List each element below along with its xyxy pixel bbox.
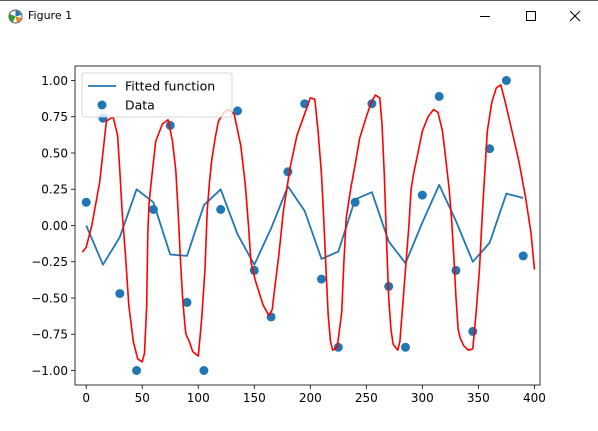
data-point	[283, 167, 293, 177]
data-point	[350, 197, 360, 207]
legend-label-data: Data	[125, 98, 155, 113]
legend-marker-swatch	[97, 100, 107, 110]
y-tick-label: 0.75	[41, 110, 68, 124]
x-tick-label: 100	[187, 391, 210, 405]
data-point	[81, 197, 91, 207]
close-icon	[570, 11, 581, 22]
legend-label-fitted: Fitted function	[125, 79, 215, 94]
y-tick-label: 0.00	[41, 219, 68, 233]
x-tick-label: 350	[467, 391, 490, 405]
plot-area: 0 50 100 150 200 250 300 350 400 −1.00 −0.75 −0.50 −…	[31, 65, 546, 405]
data-point	[199, 366, 209, 375]
y-tick-label: −0.50	[31, 291, 68, 305]
title-bar[interactable]: Figure 1	[0, 0, 598, 31]
data-point	[451, 265, 461, 275]
data-point	[501, 76, 511, 85]
maximize-icon	[526, 11, 536, 21]
data-point	[333, 342, 343, 352]
x-tick-label: 300	[411, 391, 434, 405]
data-point	[317, 274, 326, 284]
series-layer	[81, 76, 536, 375]
data-point	[132, 366, 142, 375]
window-title: Figure 1	[28, 9, 73, 22]
y-tick-label: 0.50	[41, 146, 68, 160]
data-point	[401, 342, 410, 352]
minimize-button[interactable]	[462, 1, 508, 31]
close-button[interactable]	[552, 1, 598, 31]
y-tick-label: 1.00	[41, 74, 68, 88]
data-point	[468, 326, 478, 336]
data-point	[518, 251, 528, 261]
y-tick-label: 0.25	[41, 183, 68, 197]
x-tick-label: 150	[243, 391, 266, 405]
legend-box	[81, 72, 233, 118]
x-tick-label: 50	[135, 391, 150, 405]
minimize-icon	[480, 16, 490, 17]
data-point	[115, 289, 125, 299]
data-point	[485, 144, 495, 154]
y-tick-label: −0.75	[31, 328, 68, 342]
axes-frame	[74, 65, 541, 386]
y-tick-label: −0.25	[31, 255, 68, 269]
data-point	[148, 205, 158, 214]
axis-ticks: 0 50 100 150 200 250 300 350 400 −1.00 −0.75 −0.50 −…	[31, 74, 546, 405]
x-tick-label: 400	[523, 391, 546, 405]
figure-canvas[interactable]: 0 50 100 150 200 250 300 350 400 −1.00 −0.75 −0.50 −…	[0, 31, 598, 427]
x-tick-label: 0	[82, 391, 90, 405]
fitted-function-line	[85, 183, 524, 266]
freehand-annotation-stroke	[82, 84, 536, 363]
data-point	[233, 106, 242, 116]
maximize-button[interactable]	[508, 1, 554, 31]
y-tick-label: −1.00	[31, 364, 68, 378]
matplotlib-figure-icon	[8, 9, 23, 24]
data-point	[417, 190, 427, 200]
data-point	[216, 205, 226, 214]
legend: Fitted function Data	[81, 72, 233, 118]
x-tick-label: 200	[299, 391, 322, 405]
x-tick-label: 250	[355, 391, 378, 405]
data-point	[434, 91, 444, 101]
data-point	[182, 297, 192, 307]
